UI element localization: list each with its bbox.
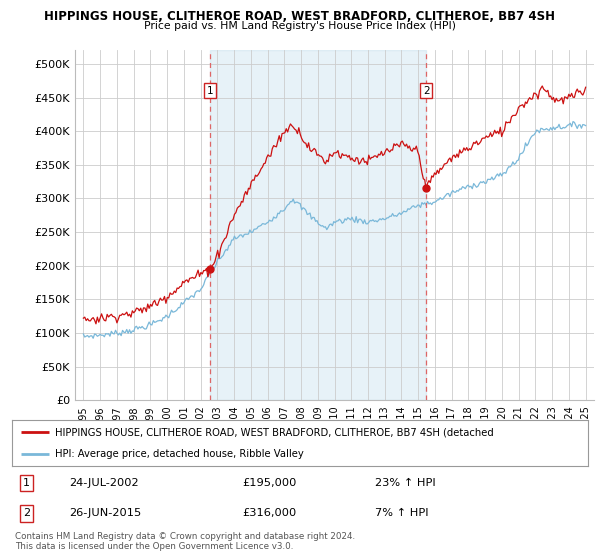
- Text: 1: 1: [206, 86, 213, 96]
- Text: HPI: Average price, detached house, Ribble Valley: HPI: Average price, detached house, Ribb…: [55, 449, 304, 459]
- Text: 2: 2: [423, 86, 430, 96]
- Text: 24-JUL-2002: 24-JUL-2002: [70, 478, 139, 488]
- Text: 23% ↑ HPI: 23% ↑ HPI: [375, 478, 436, 488]
- Text: 7% ↑ HPI: 7% ↑ HPI: [375, 508, 428, 519]
- Text: HIPPINGS HOUSE, CLITHEROE ROAD, WEST BRADFORD, CLITHEROE, BB7 4SH: HIPPINGS HOUSE, CLITHEROE ROAD, WEST BRA…: [44, 10, 556, 22]
- Text: Contains HM Land Registry data © Crown copyright and database right 2024.
This d: Contains HM Land Registry data © Crown c…: [15, 532, 355, 552]
- Bar: [210, 50, 426, 400]
- Text: 2: 2: [23, 508, 30, 519]
- Text: £316,000: £316,000: [242, 508, 296, 519]
- Text: £195,000: £195,000: [242, 478, 297, 488]
- Text: Price paid vs. HM Land Registry's House Price Index (HPI): Price paid vs. HM Land Registry's House …: [144, 21, 456, 31]
- Text: 26-JUN-2015: 26-JUN-2015: [70, 508, 142, 519]
- Text: 1: 1: [23, 478, 30, 488]
- Text: HIPPINGS HOUSE, CLITHEROE ROAD, WEST BRADFORD, CLITHEROE, BB7 4SH (detached: HIPPINGS HOUSE, CLITHEROE ROAD, WEST BRA…: [55, 427, 494, 437]
